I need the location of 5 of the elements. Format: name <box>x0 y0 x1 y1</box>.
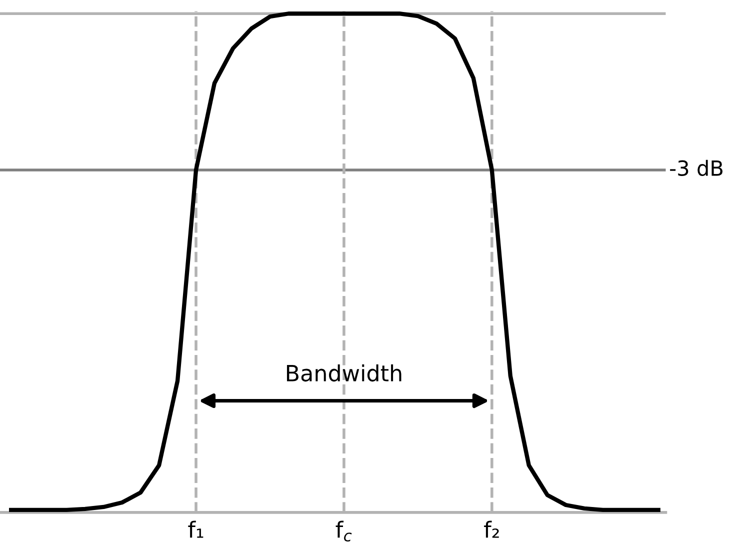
x-tick-label: f$_{c}$ <box>336 520 352 542</box>
x-tick-label: f₁ <box>188 520 204 538</box>
ref-line-label: -3 dB <box>670 160 722 176</box>
x-tick-label: f₂ <box>484 520 499 538</box>
annotation: Bandwidth <box>286 364 402 382</box>
